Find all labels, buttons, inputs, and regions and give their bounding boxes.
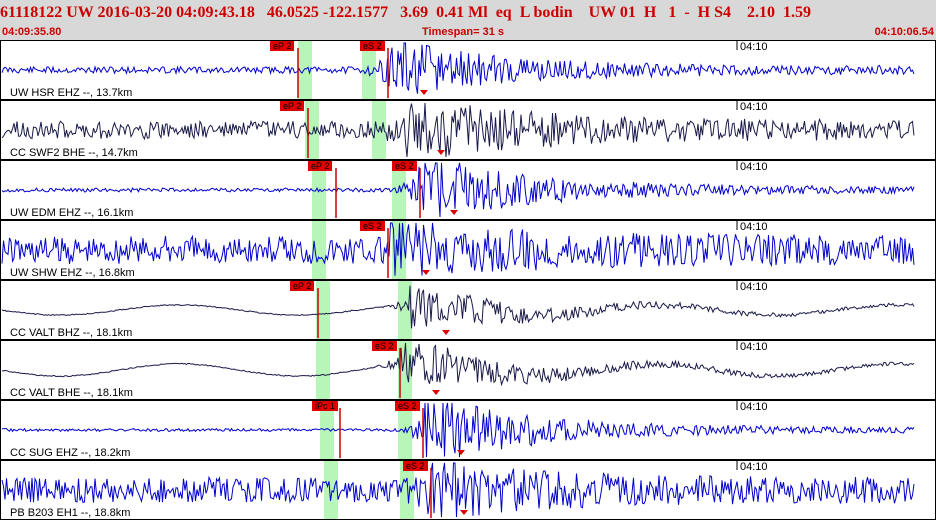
trace-label: CC SWF2 BHE --, 14.7km [10, 147, 138, 159]
pick-window-band [298, 41, 312, 99]
arrival-marker-icon [457, 450, 465, 455]
event-summary-line: 61118122 UW 2016-03-20 04:09:43.18 46.05… [0, 4, 811, 21]
trace-panels: 04:10 UW HSR EHZ --, 13.7km eP 2 eS 2 04:… [0, 40, 936, 520]
s-pick-tag[interactable]: eS 2 [372, 341, 397, 351]
p-pick-tag[interactable]: eP 2 [308, 161, 333, 171]
arrival-marker-icon [450, 210, 458, 215]
minute-marker-label: 04:10 [740, 41, 768, 53]
trace-canvas [0, 220, 936, 280]
p-pick-tag[interactable]: iPc 1 [312, 401, 339, 411]
start-time: 04:09:35.80 [2, 26, 62, 38]
trace-panel[interactable]: 04:10 CC SUG EHZ --, 18.2km iPc 1 eS 2 [0, 400, 936, 460]
trace-canvas [0, 40, 936, 100]
arrival-marker-icon [432, 390, 440, 395]
pick-window-band [320, 401, 334, 459]
arrival-marker-icon [422, 270, 430, 275]
end-time: 04:10:06.54 [874, 26, 934, 38]
arrival-marker-icon [460, 510, 468, 515]
s-pick-tag[interactable]: eS 2 [395, 401, 420, 411]
s-pick-tag[interactable]: eS 2 [403, 461, 428, 471]
trace-canvas [0, 280, 936, 340]
minute-marker-label: 04:10 [740, 461, 768, 473]
s-pick-tag[interactable]: eS 2 [392, 161, 417, 171]
pick-window-band [316, 341, 330, 399]
panel-border [0, 460, 936, 520]
trace-panel[interactable]: 04:10 UW EDM EHZ --, 16.1km eP 2 eS 2 [0, 160, 936, 220]
arrival-marker-icon [442, 330, 450, 335]
trace-panel[interactable]: 04:10 PB B203 EH1 --, 18.8km eS 2 [0, 460, 936, 520]
minute-marker-label: 04:10 [740, 401, 768, 413]
pick-window-band [324, 461, 338, 519]
waveform-trace [1, 285, 915, 329]
trace-label: CC VALT BHE --, 18.1km [10, 387, 133, 399]
pick-window-band [312, 161, 326, 219]
trace-panel[interactable]: 04:10 UW HSR EHZ --, 13.7km eP 2 eS 2 [0, 40, 936, 100]
trace-label: CC SUG EHZ --, 18.2km [10, 447, 131, 459]
pick-window-band [392, 161, 406, 219]
panel-border [0, 160, 936, 220]
minute-marker-label: 04:10 [740, 341, 768, 353]
panel-border [0, 100, 936, 160]
waveform-trace [1, 222, 915, 276]
trace-panel[interactable]: 04:10 CC SWF2 BHE --, 14.7km eP 2 [0, 100, 936, 160]
waveform-trace [1, 402, 915, 458]
trace-panel[interactable]: 04:10 UW SHW EHZ --, 16.8km eS 2 [0, 220, 936, 280]
event-header: 61118122 UW 2016-03-20 04:09:43.18 46.05… [0, 0, 936, 40]
arrival-marker-icon [437, 150, 445, 155]
trace-panel[interactable]: 04:10 CC VALT BHE --, 18.1km eS 2 [0, 340, 936, 400]
trace-label: UW EDM EHZ --, 16.1km [10, 207, 134, 219]
waveform-trace [1, 162, 915, 218]
trace-canvas [0, 160, 936, 220]
trace-canvas [0, 400, 936, 460]
panel-border [0, 340, 936, 400]
minute-marker-label: 04:10 [740, 161, 768, 173]
trace-label: UW HSR EHZ --, 13.7km [10, 87, 133, 99]
waveform-trace [1, 102, 915, 158]
trace-panel[interactable]: 04:10 CC VALT BHZ --, 18.1km eP 2 [0, 280, 936, 340]
pick-window-band [398, 281, 412, 339]
p-pick-tag[interactable]: eP 2 [270, 41, 295, 51]
waveform-trace [1, 462, 915, 518]
trace-label: CC VALT BHZ --, 18.1km [10, 327, 133, 339]
panel-border [0, 280, 936, 340]
timespan-label: Timespan= 31 s [422, 26, 505, 38]
minute-marker-label: 04:10 [740, 281, 768, 293]
trace-label: UW SHW EHZ --, 16.8km [10, 267, 135, 279]
arrival-marker-icon [420, 90, 428, 95]
minute-marker-label: 04:10 [740, 101, 768, 113]
trace-canvas [0, 340, 936, 400]
p-pick-tag[interactable]: eP 2 [280, 101, 305, 111]
pick-window-band [312, 221, 326, 279]
s-pick-tag[interactable]: eS 2 [360, 41, 385, 51]
trace-canvas [0, 100, 936, 160]
trace-canvas [0, 460, 936, 520]
pick-window-band [400, 461, 414, 519]
waveform-trace [1, 42, 915, 94]
pick-window-band [316, 281, 330, 339]
s-pick-tag[interactable]: eS 2 [360, 221, 385, 231]
waveform-trace [1, 342, 915, 387]
p-pick-tag[interactable]: eP 2 [290, 281, 315, 291]
minute-marker-label: 04:10 [740, 221, 768, 233]
trace-label: PB B203 EH1 --, 18.8km [10, 507, 131, 519]
